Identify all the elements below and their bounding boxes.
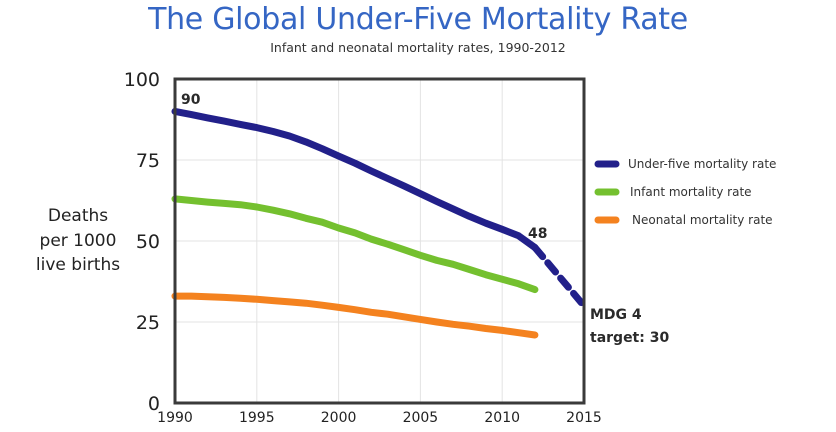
- y-axis-label-line-2: per 1000: [40, 231, 117, 251]
- y-tick-label: 50: [136, 231, 160, 253]
- series-line-infant-mortality-rate: [171, 195, 539, 294]
- x-tick-label: 2000: [321, 410, 357, 426]
- chart-title: The Global Under-Five Mortality Rate: [148, 2, 688, 37]
- series-line-under-five-mortality-rate: [171, 107, 539, 251]
- annotation-target-line-2: target: 30: [590, 330, 669, 346]
- projection-line-under-five: [531, 244, 588, 310]
- y-axis-ticks: 0 25 50 75 100: [124, 69, 160, 415]
- y-tick-label: 0: [148, 393, 160, 415]
- annotation-2012-value: 48: [528, 226, 547, 242]
- y-tick-label: 75: [136, 150, 160, 172]
- legend: Under-five mortality rate Infant mortalit…: [594, 157, 776, 227]
- x-axis-ticks: 1990 1995 2000 2005 2010 2015: [157, 410, 602, 426]
- y-tick-label: 100: [124, 69, 160, 91]
- y-axis-label-line-1: Deaths: [48, 206, 108, 226]
- legend-label: Neonatal mortality rate: [632, 213, 773, 227]
- legend-label: Under-five mortality rate: [628, 157, 776, 171]
- x-tick-label: 1995: [239, 410, 275, 426]
- series-lines: [171, 107, 588, 339]
- series-line-neonatal-mortality-rate: [171, 292, 539, 339]
- annotation-target-line-1: MDG 4: [590, 307, 642, 323]
- annotation-start-value: 90: [181, 92, 201, 108]
- x-tick-label: 2015: [566, 410, 602, 426]
- chart-subtitle: Infant and neonatal mortality rates, 199…: [270, 40, 566, 55]
- x-tick-label: 2005: [403, 410, 439, 426]
- y-axis-label-line-3: live births: [36, 255, 120, 275]
- y-tick-label: 25: [136, 312, 160, 334]
- x-tick-label: 2010: [484, 410, 520, 426]
- x-tick-label: 1990: [157, 410, 193, 426]
- legend-label: Infant mortality rate: [630, 185, 752, 199]
- plot-frame: [173, 77, 586, 405]
